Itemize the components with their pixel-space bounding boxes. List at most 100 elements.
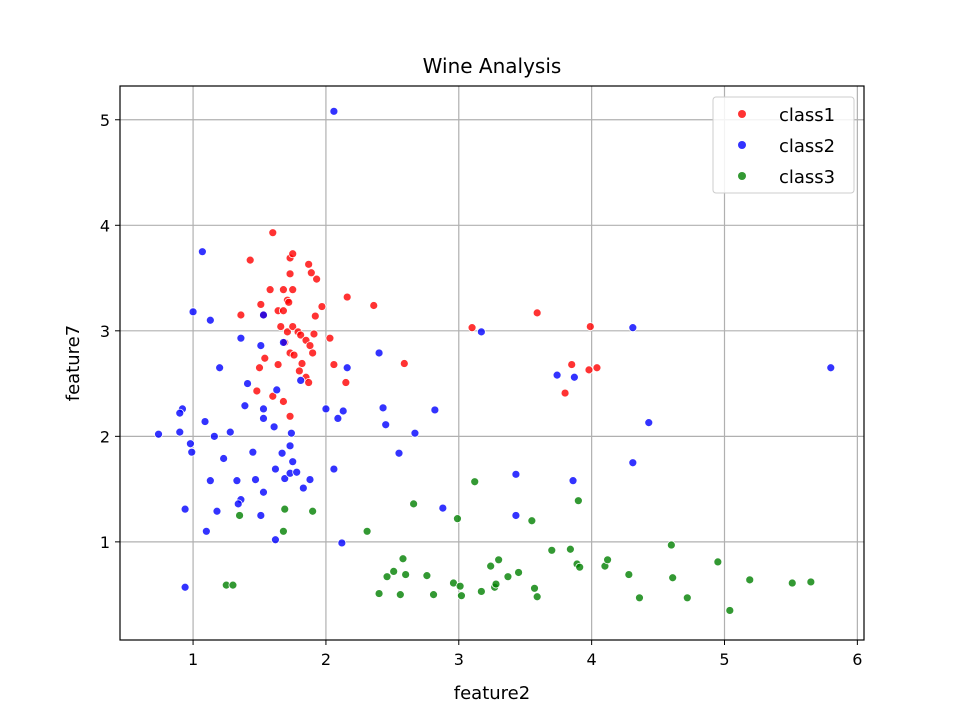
data-point-class3	[486, 561, 496, 571]
data-point-class3	[725, 606, 735, 615]
data-point-class2	[272, 385, 282, 395]
data-point-class1	[342, 292, 352, 302]
data-point-class1	[306, 268, 316, 278]
data-point-class2	[209, 431, 219, 441]
x-axis-title: feature2	[454, 683, 530, 704]
data-point-class3	[666, 540, 676, 550]
data-point-class2	[175, 427, 185, 437]
data-point-class1	[329, 360, 339, 369]
data-point-class2	[628, 458, 638, 468]
data-point-class1	[567, 360, 577, 369]
data-point-class3	[362, 526, 372, 536]
data-points	[154, 106, 836, 615]
data-point-class2	[378, 403, 388, 413]
y-tick-label: 3	[100, 322, 110, 341]
data-point-class2	[154, 429, 163, 439]
data-point-class1	[310, 311, 320, 321]
data-point-class1	[276, 322, 286, 331]
data-point-class2	[279, 338, 288, 347]
data-point-class1	[279, 285, 288, 295]
legend-label-class1: class1	[779, 105, 835, 126]
data-point-class2	[329, 464, 339, 474]
data-point-class2	[338, 406, 348, 416]
data-point-class2	[286, 428, 296, 438]
data-point-class3	[527, 516, 537, 526]
data-point-class3	[398, 554, 408, 564]
legend: class1 class2 class3	[712, 96, 855, 194]
data-point-class2	[628, 323, 638, 333]
data-point-class2	[259, 404, 268, 414]
data-point-class2	[236, 333, 246, 343]
legend-marker-class2	[738, 141, 746, 149]
data-point-class2	[201, 526, 211, 536]
data-point-class1	[399, 359, 409, 368]
data-point-class2	[219, 454, 229, 463]
y-tick-label: 1	[100, 533, 110, 552]
data-point-class3	[573, 496, 583, 506]
data-point-class2	[644, 418, 654, 428]
data-point-class2	[187, 447, 197, 457]
data-point-class3	[494, 555, 504, 565]
data-point-class2	[381, 420, 391, 430]
data-point-class1	[304, 378, 314, 387]
data-point-class2	[337, 538, 347, 548]
data-point-class2	[259, 413, 268, 423]
data-point-class3	[668, 573, 678, 583]
y-tick-label: 2	[100, 427, 110, 446]
data-point-class2	[438, 503, 448, 513]
data-point-class1	[297, 359, 307, 368]
data-point-class2	[511, 469, 521, 479]
x-tick-label: 2	[321, 650, 331, 669]
data-point-class1	[305, 341, 315, 350]
data-point-class3	[401, 570, 411, 579]
y-axis-title: feature7	[63, 325, 84, 401]
data-point-class1	[560, 388, 570, 398]
y-tick-label: 5	[100, 111, 110, 130]
data-point-class3	[374, 589, 384, 598]
data-point-class1	[279, 397, 288, 406]
data-point-class3	[514, 568, 523, 577]
data-point-class3	[635, 593, 644, 603]
data-point-class3	[389, 567, 399, 576]
data-point-class3	[422, 571, 432, 581]
x-tick-label: 3	[454, 650, 464, 669]
data-point-class2	[188, 307, 198, 317]
data-point-class3	[713, 557, 723, 567]
data-point-class3	[409, 499, 419, 509]
data-point-class1	[256, 300, 266, 309]
data-point-class2	[430, 405, 440, 415]
data-point-class2	[212, 506, 222, 516]
data-point-class2	[180, 582, 190, 592]
data-point-class3	[503, 572, 513, 582]
data-point-class1	[285, 269, 295, 279]
data-point-class3	[745, 575, 755, 585]
chart-title: Wine Analysis	[423, 54, 562, 78]
data-point-class2	[271, 464, 280, 474]
data-point-class1	[467, 323, 477, 333]
data-point-class1	[325, 333, 335, 343]
data-point-class1	[317, 302, 327, 311]
data-point-class1	[273, 360, 283, 369]
data-point-class1	[312, 274, 322, 284]
data-point-class1	[268, 391, 278, 401]
data-point-class3	[682, 593, 692, 603]
data-point-class1	[308, 348, 318, 358]
data-point-class3	[547, 545, 557, 555]
data-point-class3	[624, 570, 634, 579]
data-point-class1	[288, 285, 298, 295]
data-point-class3	[575, 562, 585, 572]
data-point-class2	[305, 475, 315, 485]
data-point-class2	[288, 457, 298, 467]
data-point-class3	[382, 572, 392, 582]
data-point-class2	[256, 341, 266, 350]
data-point-class3	[279, 526, 288, 536]
data-point-class2	[259, 487, 268, 497]
data-point-class2	[205, 315, 215, 325]
data-point-class2	[200, 417, 210, 426]
data-point-class1	[289, 350, 299, 360]
data-point-class2	[552, 370, 562, 380]
data-point-class3	[455, 581, 465, 591]
data-point-class3	[532, 592, 542, 602]
data-point-class2	[826, 363, 836, 373]
